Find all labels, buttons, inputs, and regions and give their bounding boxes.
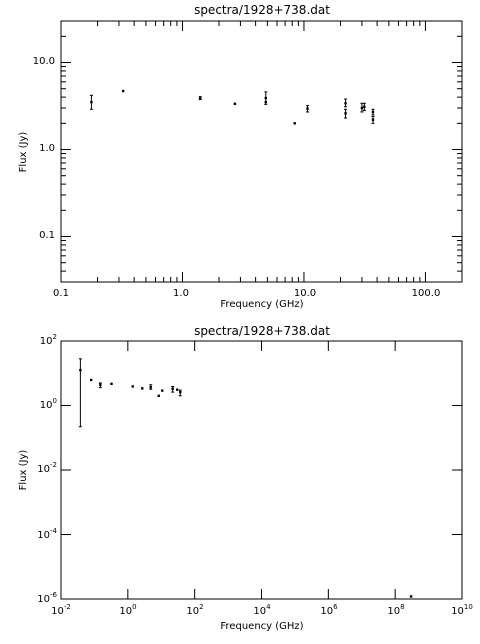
chart-top-y-tick-label: 1.0 [39,143,55,154]
chart-top-data-points [89,89,375,125]
chart-bottom-x-tick-label: 10-2 [51,603,71,617]
chart-bottom-data-point [175,388,179,391]
chart-bottom-y-axis-label: Flux (Jy) [18,450,29,491]
chart-top-x-tick-label: 1.0 [173,288,189,299]
chart-bottom-x-tick-label: 100 [119,603,136,617]
chart-top-x-tick-labels: 0.1 1.0 10.0 100.0 [53,288,440,299]
chart-bottom-y-tick-label: 10-6 [37,591,57,605]
chart-bottom-ticks [60,340,463,600]
chart-top-title: spectra/1928+738.dat [194,3,330,17]
chart-top: spectra/1928+738.dat 0.1 1.0 10.0 100.0 … [18,3,463,310]
chart-top-data-point [363,105,366,108]
chart-top-x-axis-label: Frequency (GHz) [220,299,303,310]
chart-bottom-data-point [179,390,182,394]
chart-top-data-point [344,112,347,115]
chart-top-data-point [371,110,375,114]
chart-bottom-data-point [157,394,160,397]
chart-top-data-point [293,122,296,125]
chart-bottom-data-point [141,387,144,390]
chart-bottom-data-points [78,358,413,598]
chart-bottom-x-tick-labels: 10-2 100 102 104 106 108 1010 [51,603,473,617]
chart-bottom-data-point [131,385,134,388]
chart-top-data-point [199,96,202,100]
chart-bottom-y-tick-label: 102 [40,333,57,347]
chart-top-data-point [233,102,237,106]
chart-top-x-tick-label: 0.1 [53,288,69,299]
chart-bottom-x-tick-label: 1010 [451,603,473,617]
chart-bottom-y-tick-label: 10-4 [37,527,57,541]
chart-top-data-point [264,96,267,100]
chart-top-x-tick-label: 10.0 [294,288,316,299]
chart-bottom-y-tick-labels: 10-6 10-4 10-2 100 102 [37,333,57,605]
chart-bottom-x-tick-label: 106 [320,603,338,617]
chart-bottom-data-point [99,383,102,386]
chart-bottom-data-point [110,382,113,386]
chart-bottom-data-point [149,385,152,389]
chart-top-y-axis-label: Flux (Jy) [18,132,29,173]
chart-bottom-data-point [79,368,82,372]
chart-top-data-point [344,102,347,105]
chart-bottom-title: spectra/1928+738.dat [194,324,330,338]
chart-top-y-tick-labels: 0.1 1.0 10.0 [33,56,55,241]
chart-top-y-tick-label: 0.1 [39,230,55,241]
chart-top-x-tick-label: 100.0 [412,288,441,299]
chart-top-data-point [121,89,125,93]
chart-top-y-tick-label: 10.0 [33,56,55,67]
chart-top-plot-frame [60,20,463,283]
chart-top-ticks [60,21,462,282]
chart-bottom-x-tick-label: 108 [387,603,404,617]
chart-top-data-point [360,106,364,110]
chart-bottom-data-point [161,389,164,392]
chart-bottom-x-tick-label: 104 [253,603,271,617]
chart-bottom: spectra/1928+738.dat 10-2 100 102 104 10… [18,324,473,632]
chart-top-data-point [306,107,309,110]
chart-bottom-x-tick-label: 102 [186,603,203,617]
chart-bottom-data-point [409,595,413,598]
chart-top-data-point [264,100,267,104]
chart-bottom-y-tick-label: 10-2 [37,461,57,475]
chart-bottom-data-point [89,378,93,382]
chart-bottom-x-axis-label: Frequency (GHz) [220,621,303,632]
chart-bottom-y-tick-label: 100 [40,397,57,411]
chart-bottom-data-point [171,387,174,390]
chart-top-data-point [371,118,375,121]
chart-top-data-point [90,100,93,104]
